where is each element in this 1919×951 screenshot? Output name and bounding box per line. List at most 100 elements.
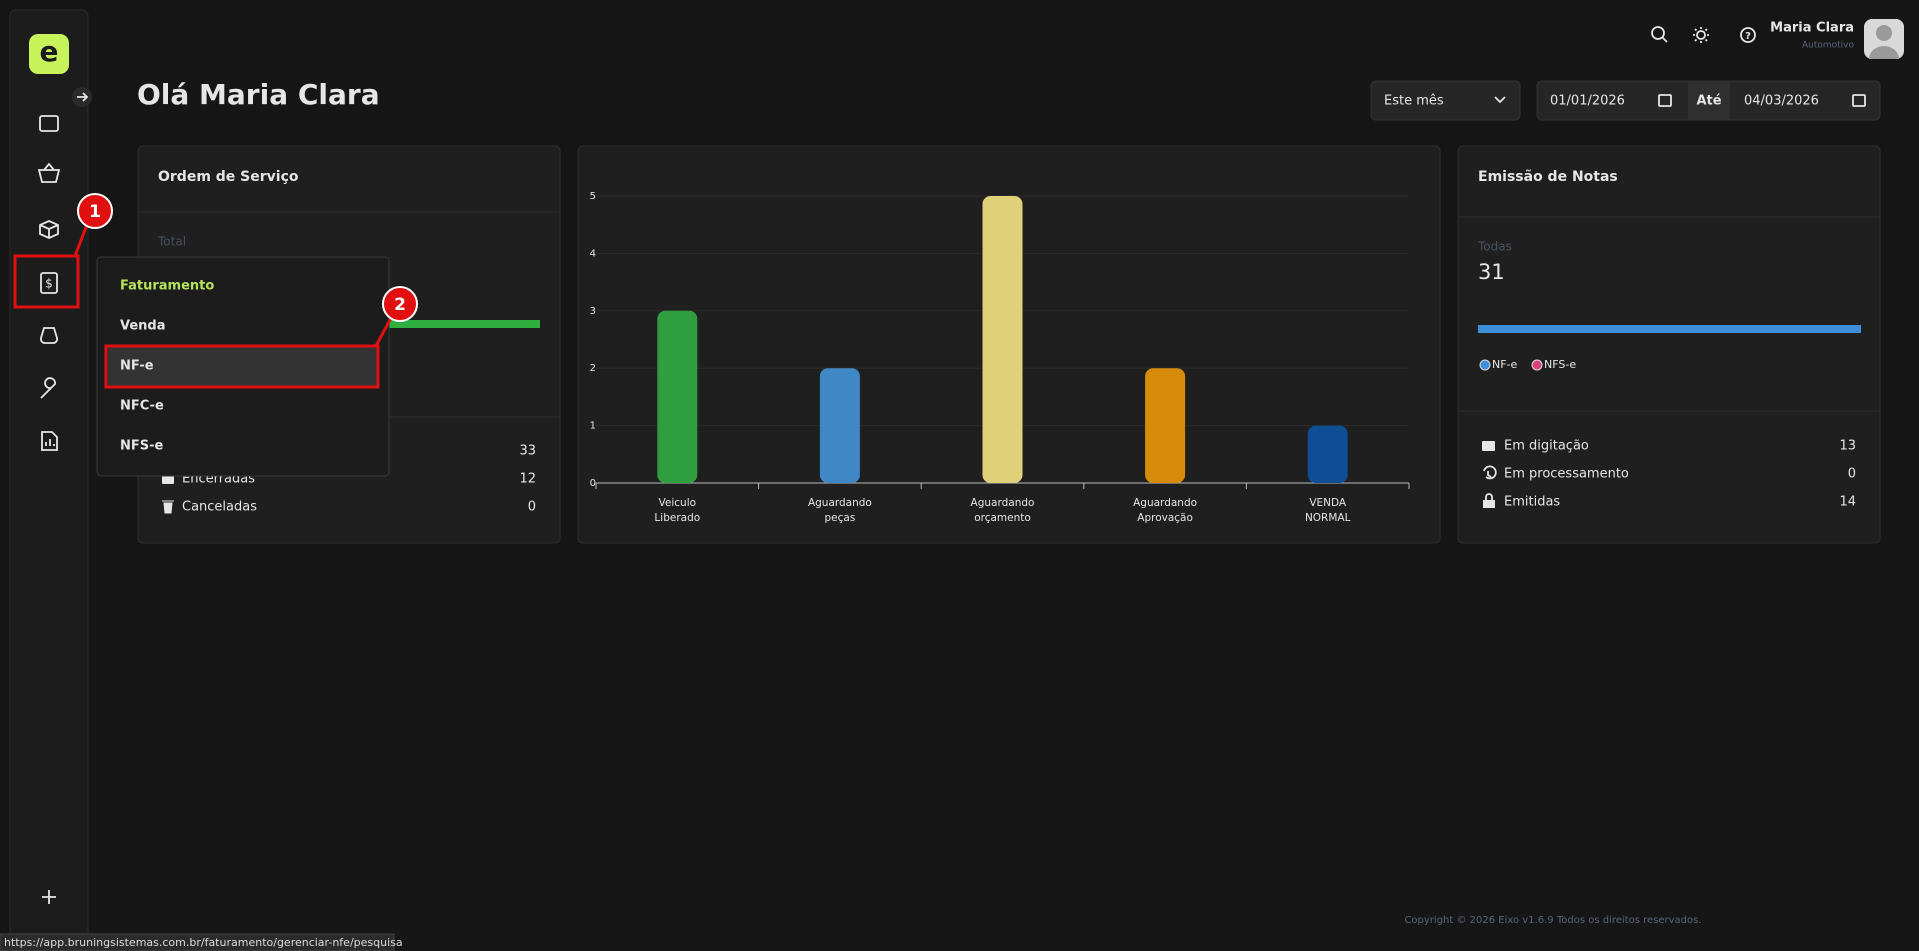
nav-icon-faturamento[interactable] [40,272,58,294]
nav-icon-financeiro[interactable] [40,327,58,344]
legend-swatch [1479,359,1491,371]
row-value: 33 [519,444,536,459]
x-tick-label-line: Aguardando [971,497,1035,509]
period-chevron [1494,96,1506,104]
y-tick-label: 4 [590,248,596,259]
bar [982,196,1023,483]
bar [657,310,698,483]
total-label: Todas [1477,240,1512,254]
x-tick-label: Aguardando peças [808,497,872,524]
history-icon [1483,465,1497,480]
user-role: Automotivo [1802,41,1855,51]
row-label: Em processamento [1504,467,1629,482]
submenu-item-hover [108,347,377,386]
row-value: 14 [1839,495,1856,510]
x-tick-label-line: Aguardando [1133,497,1197,509]
search-icon[interactable] [1651,26,1665,40]
bar [1307,425,1348,483]
legend-swatch [1531,359,1543,371]
submenu-heading: Faturamento [120,279,214,294]
x-tick-label-line: Veiculo [659,497,697,509]
collapse-icon [77,92,89,102]
card-title: Ordem de Serviço [158,169,299,185]
lock-icon [1483,500,1495,508]
x-tick-label-line: Liberado [654,512,700,524]
highlight-box-2 [104,344,380,389]
folder-icon [1482,441,1495,451]
user-name[interactable]: Maria Clara [1770,21,1854,36]
y-tick-label: 1 [590,421,596,432]
card-invoices [1457,145,1881,544]
nav-add[interactable] [42,890,56,904]
callout-badge [77,193,113,229]
callout-badge [382,286,418,322]
y-tick-label: 3 [590,306,596,317]
footer: Copyright © 2026 Eixo v1.6.9 Todos os di… [1404,915,1701,926]
total-value: 31 [1478,260,1505,284]
avatar-head [1876,25,1892,41]
legend-label[interactable]: NF-e [1492,358,1518,371]
logo-mark: e [40,35,59,68]
page-title: Olá Maria Clara [137,78,380,111]
row-value: 13 [1839,439,1856,454]
y-tick-label: 5 [590,191,596,202]
submenu-item[interactable]: NF-e [120,359,154,374]
progress-bar [1478,325,1861,333]
x-tick-label-line: Aprovação [1137,512,1193,524]
x-tick-label-line: VENDA [1309,497,1347,509]
y-tick-label: 2 [590,363,596,374]
theme-rays [1693,27,1709,43]
until-box [1688,81,1730,120]
date-from[interactable]: 01/01/2026 [1550,94,1625,109]
row-label: Canceladas [182,500,257,515]
callout-pointer [73,221,90,257]
logo[interactable] [29,34,69,74]
card-title: Emissão de Notas [1478,169,1618,185]
calendar-icon-to[interactable] [1852,94,1866,107]
help-mark: ? [1745,31,1751,42]
x-tick-label: Aguardando orçamento [971,497,1035,524]
trash-icon [162,500,174,514]
callout-number: 1 [89,202,101,222]
period-value: Este mês [1384,94,1444,109]
x-tick-label: Aguardando Aprovação [1133,497,1197,524]
calendar-icon-from[interactable] [1658,94,1672,107]
nav-icon-produtos[interactable] [39,220,59,239]
until-label: Até [1696,94,1721,109]
period-select[interactable] [1370,80,1521,121]
submenu-item[interactable]: NFC-e [120,399,164,414]
y-tick-label: 0 [590,478,596,489]
total-label: Total [157,235,186,249]
nav-icon-vendas[interactable] [37,162,61,183]
row-value: 0 [1848,467,1856,482]
theme-icon[interactable] [1696,30,1706,40]
submenu-item[interactable]: Venda [120,319,166,334]
row-value: 0 [528,500,536,515]
x-tick-label: Veiculo Liberado [654,497,700,524]
submenu-item[interactable]: NFS-e [120,439,164,454]
bar [819,368,860,483]
nav-icon-servicos[interactable] [40,377,56,399]
row-label: Emitidas [1504,495,1560,510]
row-label: Em digitação [1504,439,1589,454]
status-bar [0,933,395,951]
highlight-box-1 [13,254,80,309]
x-tick-label-line: NORMAL [1305,512,1351,524]
x-tick-label: VENDA NORMAL [1305,497,1351,524]
nav-icon-cadastro[interactable] [39,115,59,132]
bar [1145,368,1186,483]
nav-icon-relatorios[interactable] [41,431,58,451]
nav-icon-faturamento-sign: $ [45,277,53,291]
legend-label[interactable]: NFS-e [1544,358,1576,371]
date-to[interactable]: 04/03/2026 [1744,94,1819,109]
row-value: 12 [519,472,536,487]
avatar-body [1869,46,1899,59]
x-tick-label-line: peças [824,512,855,524]
callout-pointer [374,315,394,347]
sidebar [9,9,89,941]
help-icon[interactable] [1740,27,1756,43]
